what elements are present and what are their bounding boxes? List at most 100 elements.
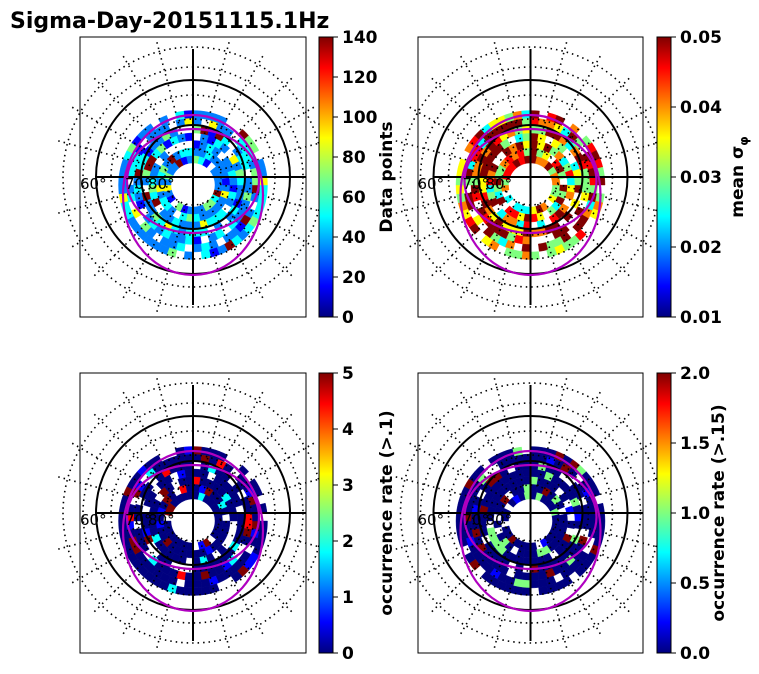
mlt-spoke <box>122 391 180 490</box>
colorbar-label: Data points <box>377 121 397 232</box>
mlt-spoke <box>459 55 518 154</box>
heatmap-cell <box>530 549 538 559</box>
panel-4-grid <box>395 377 666 649</box>
heatmap-cell <box>480 570 493 583</box>
heatmap-cell <box>200 585 212 596</box>
auroral-boundary-inner <box>125 127 261 235</box>
mlt-spoke <box>430 413 512 494</box>
mlt-spoke <box>57 183 167 215</box>
mlt-spoke <box>199 203 231 313</box>
heatmap-cell <box>200 249 212 260</box>
auroral-boundary-outer <box>121 449 265 613</box>
panel-2-frame <box>417 36 644 318</box>
mlt-spoke <box>557 519 666 551</box>
heatmap-cell <box>185 147 194 157</box>
mlt-spoke <box>408 526 507 584</box>
mlt-spoke <box>199 41 231 151</box>
auroral-boundary-outer <box>459 449 602 613</box>
heatmap-cell <box>184 468 194 478</box>
mlt-spoke <box>395 519 504 551</box>
colorbar-tick: 120 <box>342 68 378 88</box>
mlt-spoke <box>493 203 525 313</box>
colorbar-tick: 80 <box>342 148 366 168</box>
mlt-spoke <box>549 77 631 158</box>
heatmap-cell <box>192 236 202 245</box>
colorbar-tick: 0 <box>342 644 354 664</box>
heatmap-cell <box>523 147 531 157</box>
colorbar-tick: 1.5 <box>680 434 710 454</box>
mlt-spoke <box>71 526 170 584</box>
heatmap-cell <box>559 567 572 580</box>
colorbar-tick: 0.5 <box>680 574 710 594</box>
mlt-spoke <box>554 526 653 584</box>
mlt-spoke <box>395 139 504 171</box>
mlt-spoke <box>543 391 602 490</box>
heatmap-cell <box>192 243 202 253</box>
lat-label-70: 70° <box>125 511 152 529</box>
mlt-spoke <box>536 41 568 151</box>
heatmap-cell <box>530 468 539 478</box>
colorbar-label-text: Data points <box>377 121 397 232</box>
mlt-spoke <box>206 200 264 299</box>
mlt-spoke <box>155 539 187 649</box>
lat-label-60: 60° <box>80 511 107 529</box>
heatmap-cell <box>244 184 253 194</box>
mlt-spoke <box>536 203 568 313</box>
colorbar-label-text: occurrence rate (>.1) <box>377 410 397 615</box>
heatmap-cell <box>581 520 591 530</box>
lat-label-80: 80° <box>148 175 175 193</box>
auroral-boundary-outer <box>459 113 602 277</box>
panel-2-grid <box>395 41 666 313</box>
heatmap-cell <box>530 579 540 589</box>
heatmap-cell <box>184 132 194 142</box>
auroral-boundary-inner <box>125 463 261 571</box>
heatmap-cell <box>230 570 243 583</box>
heatmap-cell <box>581 184 591 194</box>
colorbar-label: occurrence rate (>.15) <box>709 404 729 621</box>
colorbar-tick: 140 <box>342 28 378 48</box>
mlt-spoke <box>549 413 631 494</box>
heatmap-cell <box>521 572 531 581</box>
colorbar-tick: 0.05 <box>680 28 722 48</box>
lat-label-80: 80° <box>486 175 513 193</box>
mlt-spoke <box>71 442 170 500</box>
mlt-spoke <box>93 77 174 158</box>
heatmap-cell <box>538 242 549 252</box>
mlt-spoke <box>212 413 293 494</box>
lat-label-70: 70° <box>463 175 490 193</box>
mlt-spoke <box>536 377 568 487</box>
colorbar-gradient <box>656 36 672 318</box>
heatmap-cell <box>184 236 194 245</box>
mlt-spoke <box>430 77 512 158</box>
heatmap-cell <box>192 468 202 478</box>
mlt-spoke <box>459 200 518 299</box>
mlt-spoke <box>557 139 666 171</box>
colorbar-tick: 1 <box>342 588 354 608</box>
panel-1: 60° 70° 80° 0 20 40 60 80 100 120 140 Da… <box>57 28 397 328</box>
mlt-spoke <box>57 475 167 507</box>
heatmap-cell <box>501 525 511 535</box>
colorbar-tick: 20 <box>342 268 366 288</box>
mlt-spoke <box>408 106 507 164</box>
mlt-spoke <box>71 106 170 164</box>
panel-3-grid <box>57 377 329 649</box>
heatmap-cell <box>229 513 238 522</box>
panel-3: 60° 70° 80° 0 1 2 3 4 5 occurrence rate … <box>57 364 397 664</box>
mlt-spoke <box>199 377 231 487</box>
colorbar-tick: 4 <box>342 420 354 440</box>
mlt-spoke <box>216 442 315 500</box>
heatmap-cell <box>523 483 531 493</box>
lat-label-70: 70° <box>463 511 490 529</box>
panel-4-colorbar: 0.0 0.5 1.0 1.5 2.0 occurrence rate (>.1… <box>656 364 729 664</box>
heatmap-cell <box>185 476 194 485</box>
colorbar-tick: 2 <box>342 532 354 552</box>
mlt-spoke <box>216 526 315 584</box>
heatmap-cell <box>522 132 531 142</box>
heatmap-cell <box>559 513 568 522</box>
auroral-boundary-inner <box>463 463 598 571</box>
mlt-spoke <box>408 190 507 248</box>
heatmap-cell <box>522 476 531 485</box>
colorbar-tick: 2.0 <box>680 364 710 384</box>
mlt-spoke <box>57 139 167 171</box>
colorbar-tick: 0 <box>342 308 354 328</box>
